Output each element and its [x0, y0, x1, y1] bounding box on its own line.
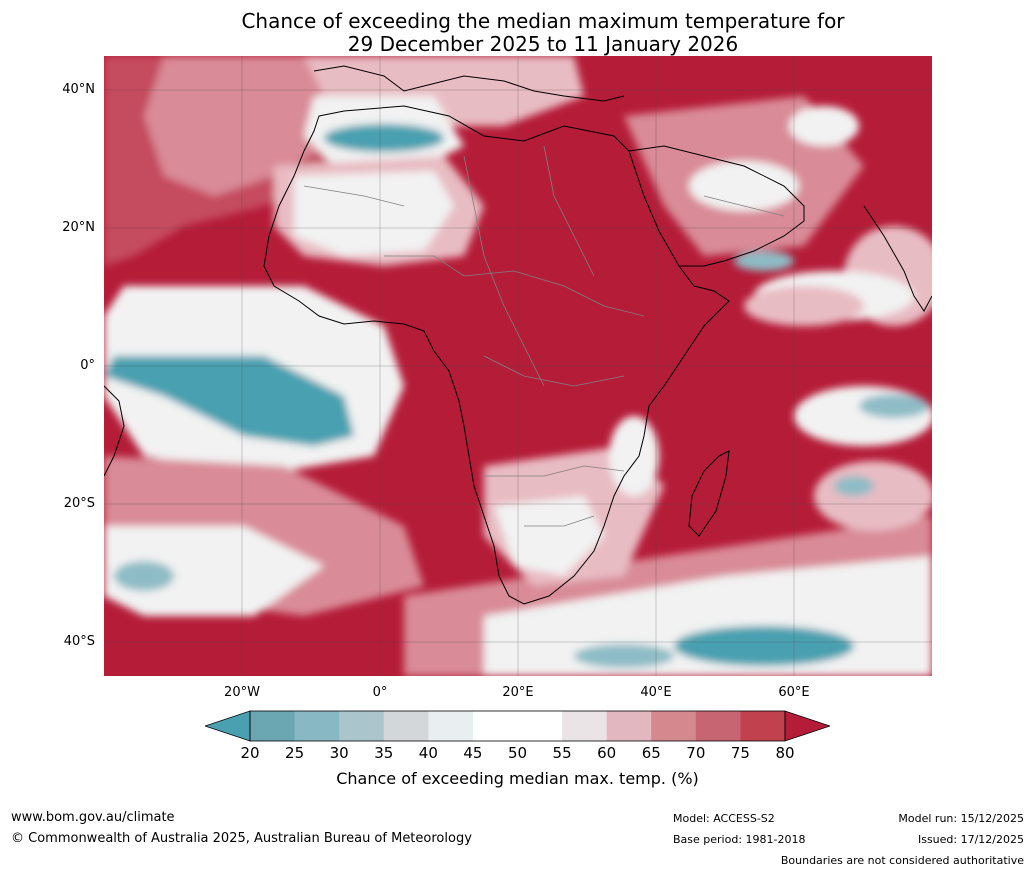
colorbar-tick-label: 55	[552, 744, 572, 762]
region-indian-ocean-neutral-2	[814, 461, 932, 531]
region-south-atlantic-neutral	[104, 526, 324, 616]
colorbar-arrow-high	[784, 710, 830, 742]
website-link[interactable]: www.bom.gov.au/climate	[11, 810, 175, 825]
colorbar-segment	[472, 711, 518, 741]
europe-coast	[313, 65, 625, 102]
colorbar-segment	[651, 711, 697, 741]
colorbar-tick-label: 40	[418, 744, 438, 762]
region-southern-cool-2	[574, 644, 674, 668]
model-run-date: Model run: 15/12/2025	[898, 812, 1024, 825]
region-indian-ocean-light-3	[744, 286, 864, 326]
africa-coast	[263, 105, 730, 605]
lon-label-20w: 20°W	[224, 685, 260, 700]
lon-label-40e: 40°E	[640, 685, 672, 700]
colorbar-tick-label: 30	[329, 744, 349, 762]
lon-label-0: 0°	[372, 685, 388, 700]
title-line-1: Chance of exceeding the median maximum t…	[241, 9, 845, 33]
boundaries-disclaimer: Boundaries are not considered authoritat…	[780, 854, 1024, 867]
colorbar-segment	[606, 711, 652, 741]
colorbar-tick-label: 45	[463, 744, 483, 762]
map-panel[interactable]	[104, 56, 932, 676]
region-mozambique-neutral	[609, 416, 659, 496]
lat-label-20n: 20°N	[62, 220, 95, 235]
lon-label-20e: 20°E	[502, 685, 534, 700]
lat-label-equator: 0°	[80, 358, 95, 373]
model-name: Model: ACCESS-S2	[673, 812, 775, 825]
colorbar-tick-label: 75	[730, 744, 750, 762]
lon-label-60e: 60°E	[778, 685, 810, 700]
india-coast	[863, 205, 932, 312]
copyright-text: © Commonwealth of Australia 2025, Austra…	[11, 831, 472, 846]
colorbar-segment	[250, 711, 296, 741]
region-arabia-neutral	[689, 161, 799, 211]
colorbar	[205, 710, 830, 742]
colorbar-segment	[383, 711, 429, 741]
colorbar-segment	[562, 711, 608, 741]
region-indian-ocean-cool-2	[834, 476, 874, 496]
colorbar-segment	[294, 711, 340, 741]
colorbar-segment	[428, 711, 474, 741]
colorbar-segment	[339, 711, 385, 741]
country-borders	[303, 145, 785, 527]
arabia-coast	[628, 145, 805, 267]
coastlines	[104, 65, 932, 605]
colorbar-label: Chance of exceeding median max. temp. (%…	[336, 769, 699, 788]
colorbar-tick-label: 35	[374, 744, 394, 762]
region-southern-africa-neutral	[494, 496, 604, 576]
colorbar-segment	[517, 711, 563, 741]
lat-label-20s: 20°S	[63, 496, 95, 511]
colorbar-tick-label: 80	[775, 744, 795, 762]
region-gulf-neutral	[789, 106, 859, 146]
colorbar-tick-label: 70	[686, 744, 706, 762]
base-period: Base period: 1981-2018	[673, 833, 806, 846]
region-southern-cool-1	[674, 626, 854, 666]
madagascar-coast	[688, 450, 730, 537]
region-indian-ocean-cool-1	[859, 394, 929, 418]
region-atlas-cool	[324, 124, 444, 152]
colorbar-tick-label: 20	[240, 744, 260, 762]
colorbar-segment	[740, 711, 786, 741]
issued-date: Issued: 17/12/2025	[917, 833, 1024, 846]
lat-label-40s: 40°S	[63, 634, 95, 649]
colorbar-tick-label: 25	[285, 744, 305, 762]
colorbar-arrow-low	[205, 710, 251, 742]
colorbar-tick-label: 50	[507, 744, 528, 762]
region-south-atlantic-cool	[114, 561, 174, 591]
colorbar-segment	[695, 711, 741, 741]
forecast-map	[104, 56, 932, 676]
region-sahara-neutral	[294, 171, 454, 256]
region-red-sea-cool	[734, 251, 794, 271]
colorbar-tick-label: 60	[597, 744, 617, 762]
colorbar-tick-label: 65	[641, 744, 661, 762]
map-title: Chance of exceeding the median maximum t…	[0, 10, 1035, 56]
lat-label-40n: 40°N	[62, 82, 95, 97]
title-line-2: 29 December 2025 to 11 January 2026	[347, 32, 739, 56]
south-america-coast	[104, 385, 125, 477]
region-equatorial-cool	[104, 356, 354, 446]
